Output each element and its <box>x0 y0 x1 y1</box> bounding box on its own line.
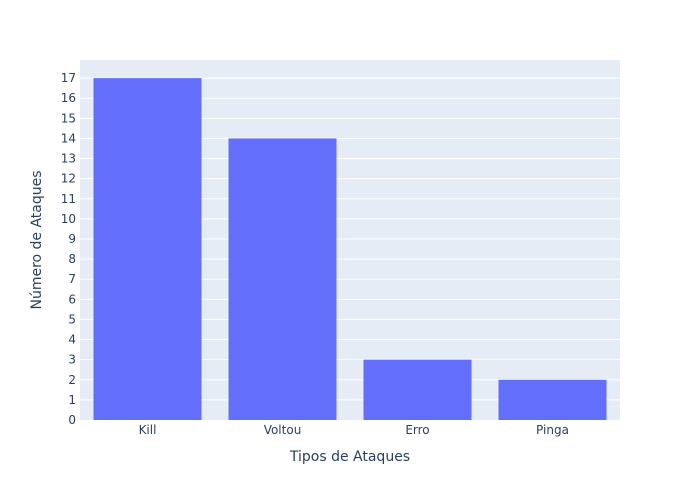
y-tick-label: 10 <box>61 212 76 226</box>
x-axis-label: Tipos de Ataques <box>289 449 410 465</box>
x-tick-label: Voltou <box>264 423 302 437</box>
y-tick-label: 13 <box>61 152 76 166</box>
y-tick-label: 4 <box>68 333 76 347</box>
x-tick-label: Kill <box>139 423 157 437</box>
y-tick-label: 17 <box>61 71 76 85</box>
bar-kill[interactable] <box>93 78 202 420</box>
y-tick-label: 15 <box>61 111 76 125</box>
y-tick-label: 9 <box>68 232 76 246</box>
x-tick-label: Pinga <box>536 423 569 437</box>
y-tick-label: 1 <box>68 393 76 407</box>
bar-erro[interactable] <box>363 359 472 420</box>
y-tick-label: 3 <box>68 353 76 367</box>
y-tick-label: 0 <box>68 413 76 427</box>
y-tick-label: 8 <box>68 252 76 266</box>
bar-voltou[interactable] <box>228 138 337 420</box>
y-axis-label: Número de Ataques <box>29 170 45 309</box>
y-tick-label: 12 <box>61 172 76 186</box>
y-tick-label: 11 <box>61 192 76 206</box>
bar-pinga[interactable] <box>498 379 607 420</box>
bars <box>93 78 607 420</box>
y-tick-label: 7 <box>68 272 76 286</box>
y-tick-label: 16 <box>61 91 76 105</box>
y-tick-label: 6 <box>68 292 76 306</box>
y-tick-label: 5 <box>68 312 76 326</box>
x-tick-label: Erro <box>405 423 429 437</box>
y-tick-label: 2 <box>68 373 76 387</box>
y-tick-label: 14 <box>61 131 76 145</box>
x-tick-labels: Kill Voltou Erro Pinga <box>139 423 569 437</box>
